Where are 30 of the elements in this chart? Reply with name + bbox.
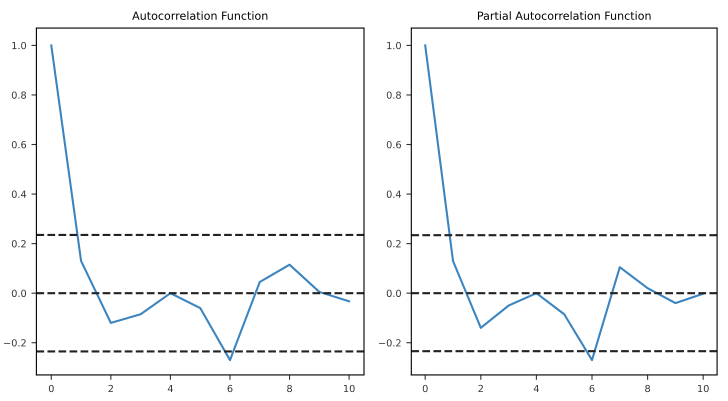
x-tick-label: 4	[168, 384, 173, 392]
y-tick-label: 0.6	[12, 140, 26, 148]
x-tick-label: 8	[645, 384, 650, 392]
x-tick-label: 4	[534, 384, 539, 392]
y-tick-label: 1.0	[12, 42, 26, 50]
y-tick-label: 0.0	[12, 290, 26, 298]
chart-title: Autocorrelation Function	[132, 11, 268, 20]
line-series	[50, 44, 350, 362]
y-tick-label: 0.4	[12, 190, 26, 198]
y-tick-label: 0.2	[386, 240, 401, 248]
y-tick-label: 1.0	[387, 42, 401, 50]
x-tick-label: 2	[478, 384, 483, 392]
y-tick-label: 0.8	[12, 91, 26, 99]
y-tick-label: 0.2	[12, 240, 26, 248]
x-tick-label: 10	[344, 384, 355, 392]
y-tick-label: 0.4	[386, 190, 402, 198]
x-tick-label: 6	[228, 384, 232, 392]
chart-title: Partial Autocorrelation Function	[478, 11, 651, 20]
x-tick-label: 10	[698, 384, 709, 392]
x-tick-label: 0	[422, 384, 428, 392]
y-tick-label: −0.2	[379, 339, 401, 347]
y-tick-label: 0.6	[386, 140, 401, 148]
line-series	[424, 44, 704, 362]
x-tick-label: 8	[287, 384, 292, 392]
x-tick-label: 2	[108, 384, 113, 392]
y-tick-label: −0.2	[4, 339, 26, 347]
y-tick-label: 0.0	[386, 290, 401, 298]
y-tick-label: 0.8	[386, 91, 401, 99]
x-tick-label: 6	[590, 384, 594, 392]
x-tick-label: 0	[48, 384, 54, 392]
